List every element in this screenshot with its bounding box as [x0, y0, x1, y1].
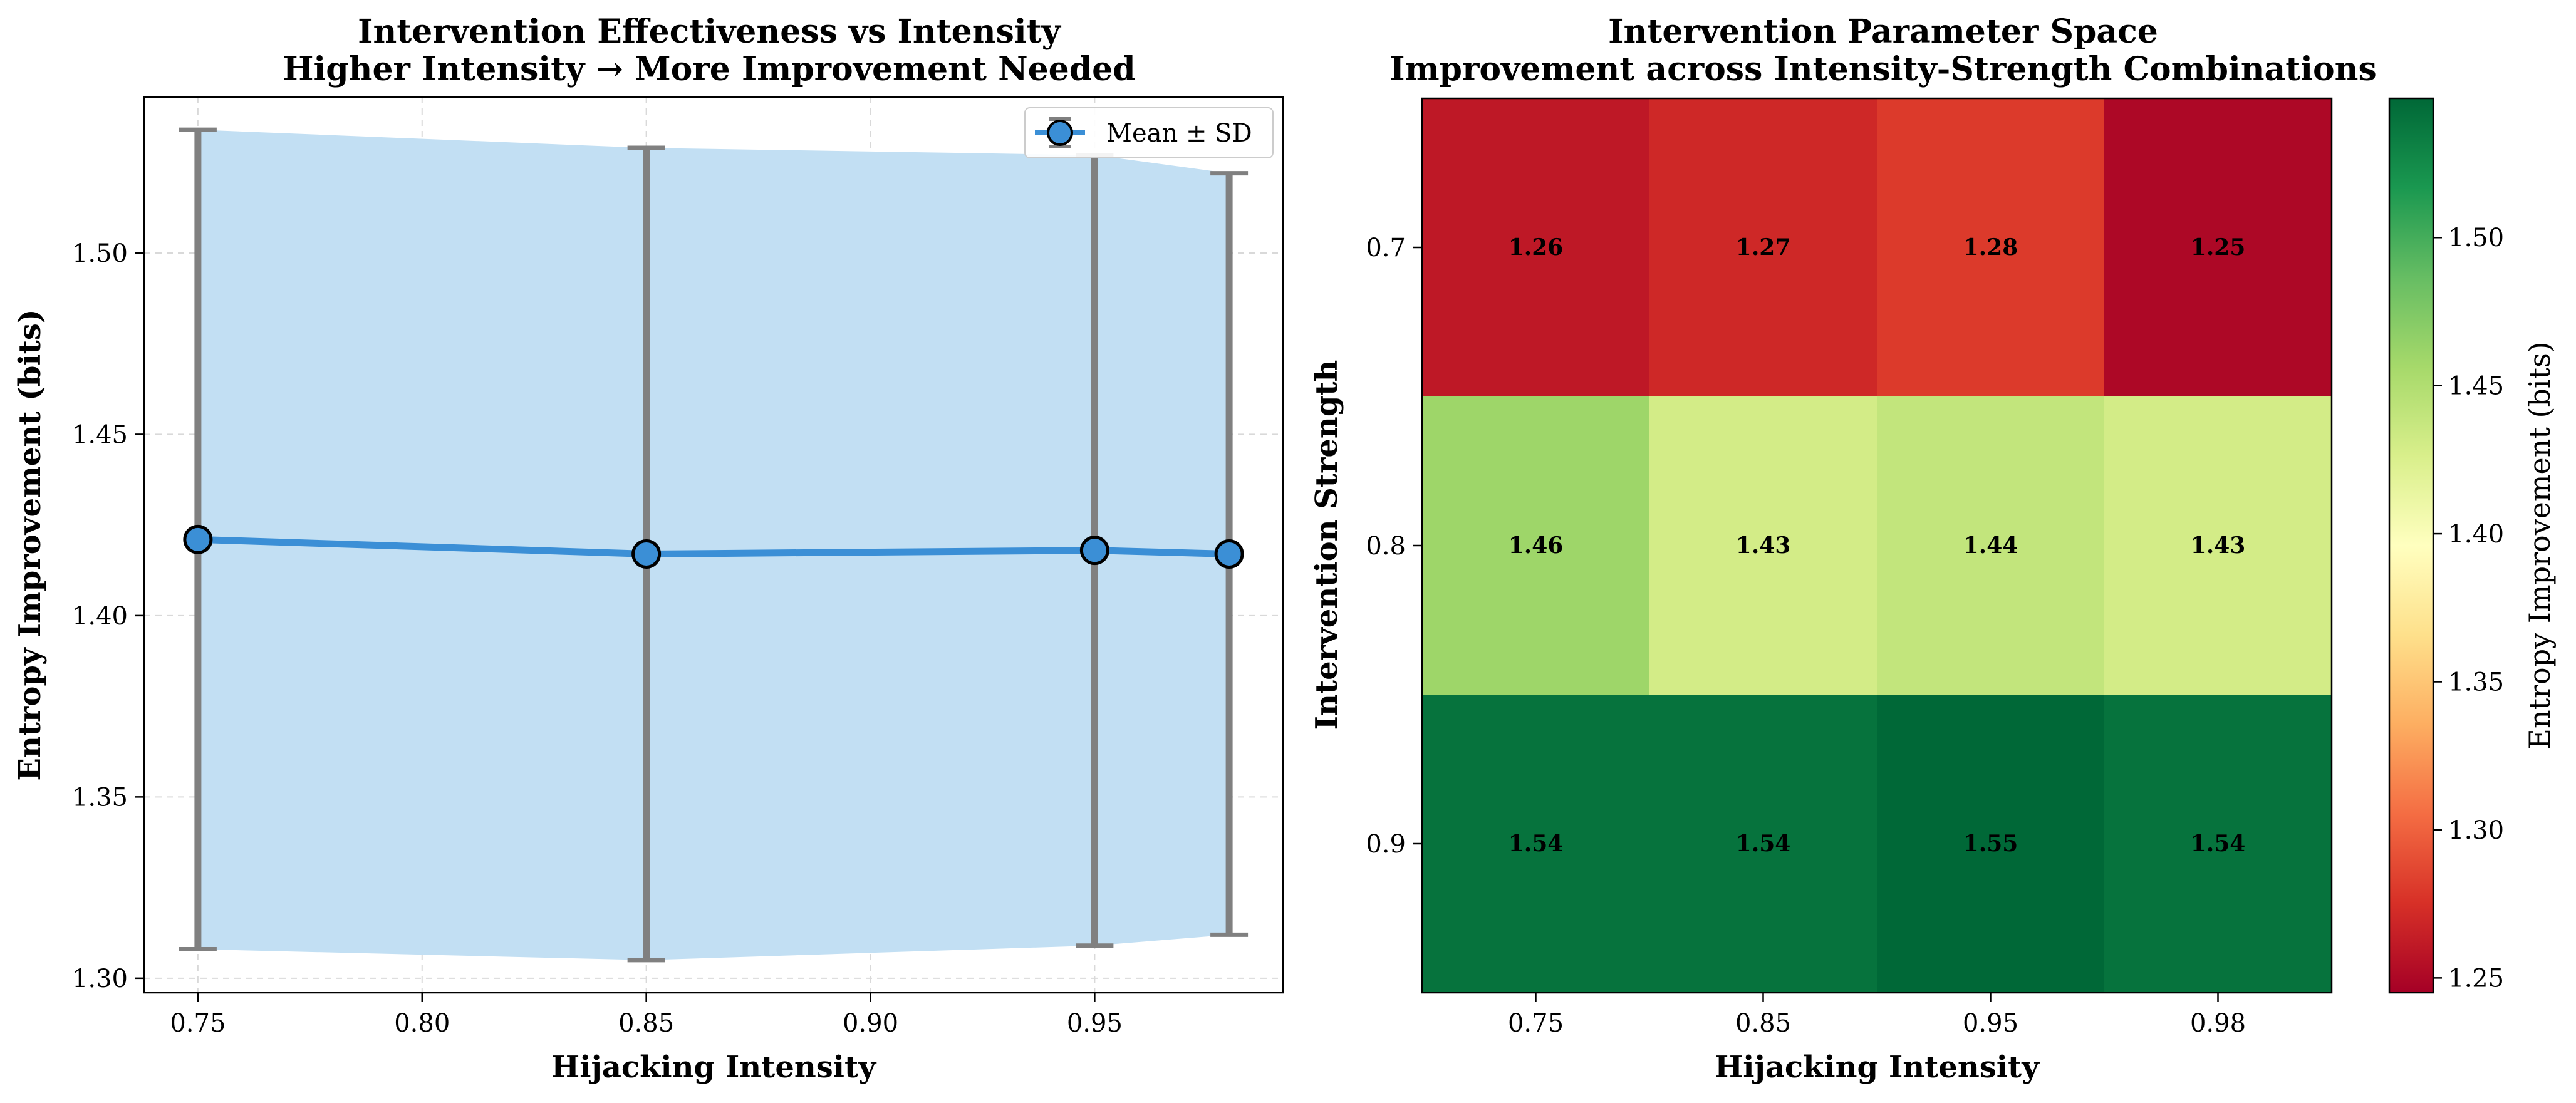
heatmap-y-ticks: 0.7 0.8 0.9	[1366, 234, 1422, 859]
line-chart-x-ticks: 0.75 0.80 0.85 0.90 0.95	[170, 993, 1123, 1038]
mean-points	[183, 524, 1244, 569]
heatmap-y-tick-label: 0.9	[1366, 830, 1406, 859]
heatmap-cell	[1877, 396, 2105, 695]
heatmap-cell	[1649, 98, 1877, 397]
heatmap-subtitle: Improvement across Intensity-Strength Co…	[1389, 50, 2377, 88]
heatmap-y-tick-label: 0.8	[1366, 532, 1406, 561]
heatmap-cell	[2104, 98, 2332, 397]
heatmap-x-tick-label: 0.85	[1735, 1009, 1791, 1038]
line-chart-x-axis-label: Hijacking Intensity	[551, 1050, 877, 1085]
heatmap-cell-label: 1.43	[1736, 532, 1791, 559]
x-tick-label: 0.85	[618, 1009, 674, 1038]
colorbar	[2388, 97, 2434, 994]
colorbar-tick-label: 1.50	[2448, 224, 2504, 252]
mean-point	[631, 539, 662, 569]
heatmap-x-tick-label: 0.98	[2190, 1009, 2246, 1038]
heatmap-cell	[1422, 396, 1650, 695]
heatmap-cell-label: 1.54	[1736, 831, 1791, 857]
mean-point	[1214, 539, 1244, 569]
heatmap-y-tick-label: 0.7	[1366, 234, 1406, 262]
sd-band	[197, 130, 1230, 960]
line-chart-y-ticks: 1.30 1.35 1.40 1.45 1.50	[72, 239, 144, 993]
x-tick-label: 0.90	[843, 1009, 898, 1038]
heatmap-cells: 1.26 1.27 1.28 1.25 1.46 1.43 1.44 1.43 1.54 1.54…	[1422, 98, 2332, 993]
x-tick-label: 0.80	[394, 1009, 450, 1038]
heatmap-x-tick-label: 0.95	[1963, 1009, 2018, 1038]
colorbar-tick-label: 1.25	[2448, 964, 2504, 993]
colorbar-tick-label: 1.30	[2448, 816, 2504, 845]
heatmap-cell-label: 1.54	[2191, 831, 2246, 857]
line-chart-subtitle: Higher Intensity → More Improvement Need…	[283, 50, 1135, 88]
colorbar-tick-label: 1.35	[2448, 668, 2504, 697]
legend-marker-sample	[1047, 120, 1073, 146]
y-tick-label: 1.35	[72, 783, 128, 812]
heatmap-cell	[1877, 695, 2105, 993]
colorbar-ticks: 1.25 1.30 1.35 1.40 1.45 1.50	[2433, 224, 2504, 993]
heatmap-cell	[2104, 396, 2332, 695]
colorbar-tick-label: 1.45	[2448, 372, 2504, 401]
heatmap-cell	[2104, 695, 2332, 993]
heatmap-x-ticks: 0.75 0.85 0.95 0.98	[1508, 993, 2246, 1038]
heatmap-cell	[1877, 98, 2105, 397]
legend-frame	[1024, 107, 1274, 158]
heatmap-cell-label: 1.27	[1736, 234, 1791, 261]
line-chart-legend: Mean ± SD	[1024, 107, 1274, 158]
x-tick-label: 0.95	[1067, 1009, 1123, 1038]
heatmap-cell	[1422, 98, 1650, 397]
heatmap-x-tick-label: 0.75	[1508, 1009, 1564, 1038]
heatmap-cell-label: 1.28	[1963, 234, 2018, 261]
heatmap-panel: Intervention Parameter Space Improvement…	[1309, 13, 2557, 1085]
x-tick-label: 0.75	[170, 1009, 226, 1038]
legend-label-mean-sd: Mean ± SD	[1106, 119, 1252, 148]
mean-line	[197, 536, 1230, 557]
heatmap-cell-label: 1.25	[2191, 234, 2246, 261]
heatmap-cell-label: 1.44	[1963, 532, 2018, 559]
heatmap-cell-label: 1.43	[2191, 532, 2246, 559]
colorbar-label: Entropy Improvement (bits)	[2523, 341, 2557, 749]
y-tick-label: 1.30	[72, 965, 128, 993]
heatmap-y-axis-label: Intervention Strength	[1309, 360, 1344, 730]
y-tick-label: 1.40	[72, 602, 128, 631]
line-chart-y-axis-label: Entropy Improvement (bits)	[13, 309, 48, 780]
heatmap-cell-label: 1.55	[1963, 831, 2018, 857]
heatmap-title: Intervention Parameter Space	[1608, 13, 2158, 51]
heatmap-cell	[1649, 695, 1877, 993]
mean-point	[1079, 536, 1109, 566]
colorbar-tick-label: 1.40	[2448, 520, 2504, 549]
heatmap-cell	[1422, 695, 1650, 993]
heatmap-cell-label: 1.54	[1509, 831, 1564, 857]
line-chart-panel: Intervention Effectiveness vs Intensity …	[13, 13, 1284, 1085]
line-chart-title: Intervention Effectiveness vs Intensity	[358, 13, 1061, 51]
y-tick-label: 1.50	[72, 239, 128, 268]
heatmap-x-axis-label: Hijacking Intensity	[1715, 1050, 2040, 1085]
y-tick-label: 1.45	[72, 420, 128, 449]
heatmap-cell-label: 1.26	[1509, 234, 1564, 261]
line-chart-plot-frame	[143, 96, 1284, 994]
heatmap-cell-label: 1.46	[1509, 532, 1564, 559]
heatmap-cell	[1649, 396, 1877, 695]
mean-point	[183, 524, 213, 554]
